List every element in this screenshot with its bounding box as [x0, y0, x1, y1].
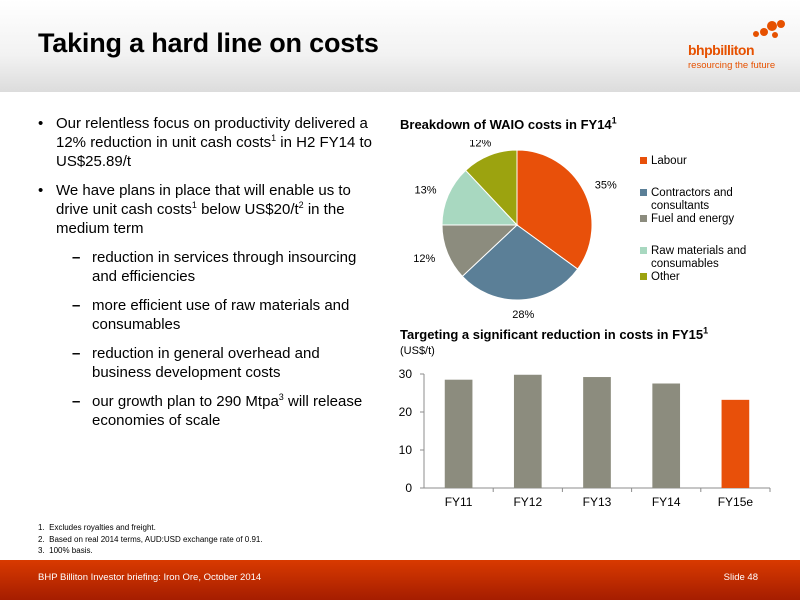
bullet-list: • Our relentless focus on productivity d… — [36, 114, 376, 440]
legend-item: Other — [640, 271, 680, 283]
legend-item: Fuel and energy — [640, 213, 734, 225]
subbullet-raw-materials: – more efficient use of raw materials an… — [36, 296, 376, 334]
subbullet-services: – reduction in services through insourci… — [36, 248, 376, 286]
y-tick-label: 20 — [399, 405, 413, 419]
footnote-ref: 1 — [191, 200, 197, 210]
bar — [513, 374, 542, 488]
pie-slice — [516, 149, 593, 270]
bullet-dot: • — [38, 182, 44, 199]
subbullet-text: our growth plan to 290 Mtpa — [92, 393, 279, 410]
bullet-plans: • We have plans in place that will enabl… — [36, 181, 376, 238]
footnote-ref: 1 — [271, 133, 277, 143]
bar — [444, 379, 473, 488]
legend-label: Other — [651, 271, 680, 283]
bhp-billiton-logo: bhpbilliton resourcing the future — [688, 14, 788, 74]
subbullet-text: more efficient use of raw materials and … — [92, 297, 350, 333]
slide-number: Slide 48 — [723, 572, 758, 583]
bar — [652, 383, 681, 488]
legend-item: Labour — [640, 155, 687, 167]
y-tick-label: 0 — [405, 481, 412, 495]
bullet-text: Our relentless focus on productivity del… — [56, 115, 368, 151]
legend-label: Raw materials and — [651, 245, 746, 257]
logo-wordmark: bhpbilliton — [688, 42, 755, 58]
bullet-productivity: • Our relentless focus on productivity d… — [36, 114, 376, 171]
footnote-2: 2. Based on real 2014 terms, AUD:USD exc… — [38, 534, 263, 544]
subbullet-text: reduction in general overhead and busine… — [92, 345, 320, 381]
legend-swatch — [640, 247, 647, 254]
logo-tagline: resourcing the future — [688, 60, 776, 71]
footnote-ref: 2 — [298, 200, 304, 210]
bullet-text: below US$20/t — [196, 201, 299, 218]
legend-swatch — [640, 157, 647, 164]
bar — [583, 377, 611, 488]
legend-label: consumables — [651, 258, 719, 270]
slide-header: Taking a hard line on costs bhpbilliton … — [0, 0, 800, 92]
legend-label: Labour — [651, 155, 687, 167]
legend-label: Fuel and energy — [651, 213, 734, 225]
subbullet-growth: – our growth plan to 290 Mtpa3 will rele… — [36, 392, 376, 430]
bullet-text: in the medium term — [56, 201, 345, 237]
footnote-1: 1. Excludes royalties and freight. — [38, 523, 156, 532]
legend-swatch — [640, 189, 647, 196]
x-tick-label: FY13 — [583, 495, 612, 509]
x-tick-label: FY15e — [718, 495, 754, 509]
slide-title: Taking a hard line on costs — [38, 28, 379, 58]
pie-slice — [441, 169, 519, 226]
legend-label: consultants — [651, 200, 709, 212]
bar-chart-title: Targeting a significant reduction in cos… — [400, 325, 709, 342]
pie-title-text: Breakdown of WAIO costs in FY14 — [400, 117, 612, 132]
footer-caption: BHP Billiton Investor briefing: Iron Ore… — [38, 572, 262, 583]
pie-data-label: 13% — [415, 185, 437, 197]
bar-title-text: Targeting a significant reduction in cos… — [400, 327, 704, 342]
bar-chart: 0 10 20 30 FY11 FY12 FY13 FY14 FY15e — [399, 367, 771, 509]
bullet-text: in H2 FY14 to US$25.89/t — [56, 134, 373, 170]
legend-swatch — [640, 215, 647, 222]
subbullet-dash: – — [72, 249, 81, 266]
subbullet-text: reduction in services through insourcing… — [92, 249, 357, 285]
subbullet-dash: – — [72, 297, 81, 314]
x-tick-label: FY14 — [652, 495, 681, 509]
footnotes: 1. Excludes royalties and freight. 2. Ba… — [38, 522, 263, 557]
pie-chart-title: Breakdown of WAIO costs in FY141 — [400, 115, 617, 132]
y-tick-label: 30 — [399, 367, 413, 381]
pie-data-label: 35% — [595, 180, 617, 192]
pie-slice — [461, 224, 579, 301]
bar — [721, 399, 750, 488]
slide-footer: BHP Billiton Investor briefing: Iron Ore… — [0, 560, 800, 600]
footnote-ref: 1 — [611, 115, 617, 126]
pie-data-label: 12% — [469, 140, 491, 149]
footnote-3: 3. 100% basis. — [38, 546, 93, 555]
subbullet-dash: – — [72, 345, 81, 362]
pie-data-label: 28% — [512, 309, 534, 320]
legend-swatch — [640, 273, 647, 280]
subbullet-dash: – — [72, 393, 81, 410]
y-tick-label: 10 — [399, 443, 413, 457]
pie-slice — [464, 149, 518, 227]
bullet-dot: • — [38, 115, 44, 132]
subbullet-overhead: – reduction in general overhead and busi… — [36, 344, 376, 382]
logo-mark-icon — [753, 20, 785, 38]
x-tick-label: FY11 — [445, 495, 473, 509]
subbullet-text: will release economies of scale — [92, 393, 363, 429]
footnote-ref: 3 — [278, 392, 284, 402]
pie-data-label: 12% — [413, 253, 435, 265]
footnote-ref: 1 — [703, 325, 709, 336]
x-tick-label: FY12 — [513, 495, 542, 509]
bar-chart-unit: (US$/t) — [400, 345, 435, 357]
legend-label: Contractors and — [651, 187, 733, 199]
bullet-text: We have plans in place that will enable … — [56, 182, 351, 218]
